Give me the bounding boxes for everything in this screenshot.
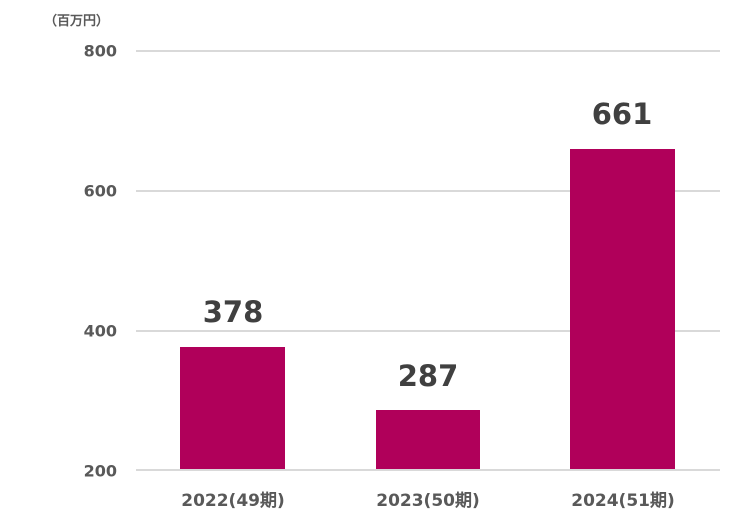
bar-2023 — [376, 410, 480, 470]
gridline-400 — [136, 330, 720, 332]
y-tick-200: 200 — [83, 461, 117, 481]
y-tick-600: 600 — [83, 181, 117, 201]
y-axis-unit-label: （百万円） — [44, 14, 110, 29]
value-label-2024: 661 — [591, 97, 653, 131]
gridline-600 — [136, 190, 720, 192]
x-axis-baseline — [136, 469, 720, 471]
value-label-2022: 378 — [202, 295, 264, 329]
bar-2022 — [180, 347, 285, 470]
gridline-800 — [136, 50, 720, 52]
y-tick-800: 800 — [83, 41, 117, 61]
x-label-2022: 2022(49期) — [181, 491, 285, 511]
y-tick-400: 400 — [83, 321, 117, 341]
x-label-2023: 2023(50期) — [376, 491, 480, 511]
x-label-2024: 2024(51期) — [571, 491, 675, 511]
bar-2024 — [570, 149, 675, 470]
value-label-2023: 287 — [397, 359, 459, 393]
